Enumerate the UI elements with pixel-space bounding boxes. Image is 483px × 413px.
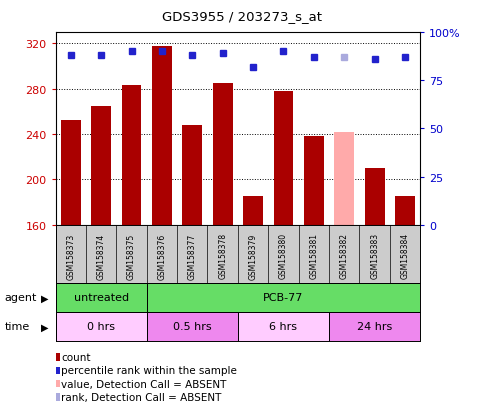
Text: ▶: ▶ — [41, 293, 49, 303]
Bar — [238, 313, 329, 341]
Text: count: count — [61, 352, 91, 362]
Bar — [334, 133, 354, 225]
Text: GSM158383: GSM158383 — [370, 233, 379, 279]
Text: GSM158379: GSM158379 — [249, 233, 257, 279]
Bar — [56, 313, 147, 341]
Text: value, Detection Call = ABSENT: value, Detection Call = ABSENT — [61, 379, 227, 389]
Bar — [304, 137, 324, 225]
Text: GSM158382: GSM158382 — [340, 233, 349, 279]
Text: GDS3955 / 203273_s_at: GDS3955 / 203273_s_at — [161, 10, 322, 23]
Bar — [365, 169, 384, 225]
Text: GSM158375: GSM158375 — [127, 233, 136, 279]
Bar — [329, 313, 420, 341]
Text: GSM158373: GSM158373 — [66, 233, 75, 279]
Bar — [147, 313, 238, 341]
Bar — [122, 86, 142, 225]
Text: GSM158384: GSM158384 — [400, 233, 410, 279]
Text: untreated: untreated — [73, 293, 128, 303]
Text: PCB-77: PCB-77 — [263, 293, 304, 303]
Text: 0 hrs: 0 hrs — [87, 322, 115, 332]
Bar — [183, 126, 202, 225]
Text: agent: agent — [5, 293, 37, 303]
Text: rank, Detection Call = ABSENT: rank, Detection Call = ABSENT — [61, 392, 222, 402]
Text: GSM158380: GSM158380 — [279, 233, 288, 279]
Bar — [56, 284, 147, 312]
Text: GSM158376: GSM158376 — [157, 233, 167, 279]
Text: time: time — [5, 322, 30, 332]
Text: GSM158374: GSM158374 — [97, 233, 106, 279]
Bar — [91, 107, 111, 225]
Bar — [152, 47, 172, 225]
Text: GSM158377: GSM158377 — [188, 233, 197, 279]
Text: 6 hrs: 6 hrs — [270, 322, 298, 332]
Bar — [395, 197, 415, 225]
Text: 0.5 hrs: 0.5 hrs — [173, 322, 212, 332]
Text: GSM158381: GSM158381 — [309, 233, 318, 279]
Text: 24 hrs: 24 hrs — [357, 322, 392, 332]
Text: GSM158378: GSM158378 — [218, 233, 227, 279]
Bar — [61, 121, 81, 225]
Text: ▶: ▶ — [41, 322, 49, 332]
Bar — [273, 92, 293, 225]
Bar — [243, 197, 263, 225]
Bar — [213, 84, 232, 225]
Bar — [147, 284, 420, 312]
Text: percentile rank within the sample: percentile rank within the sample — [61, 366, 237, 375]
